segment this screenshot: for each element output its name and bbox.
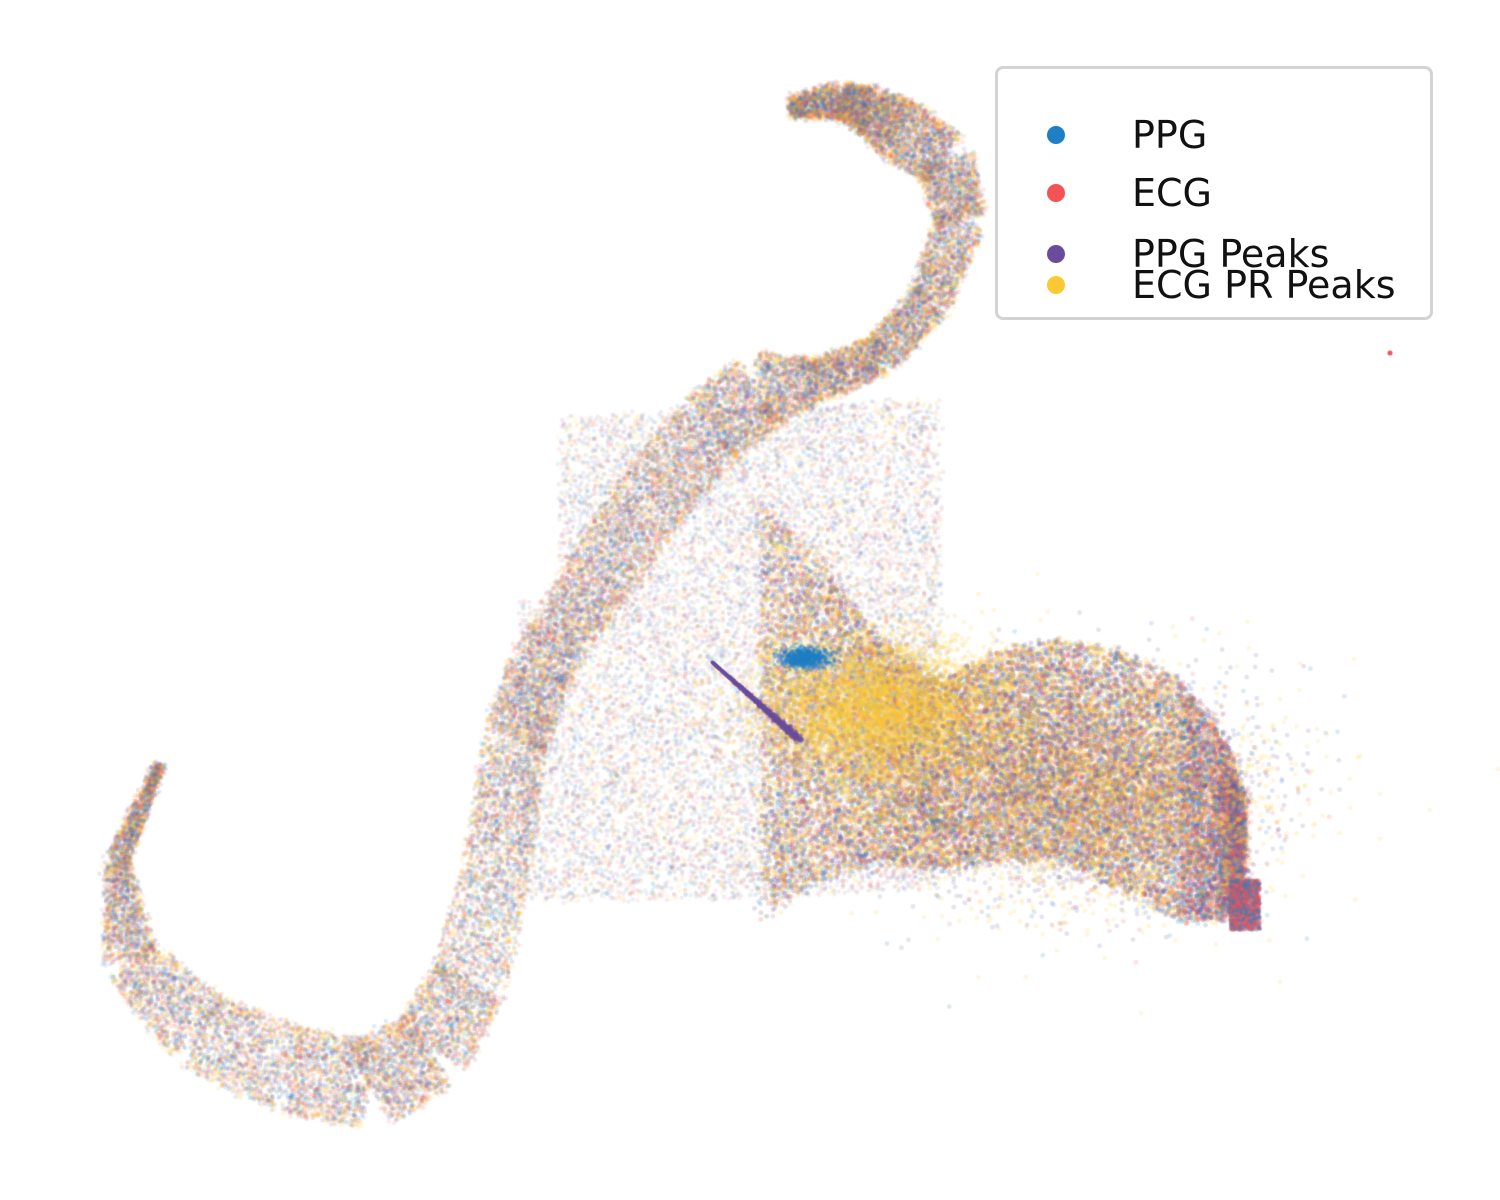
legend-label-ecg-pr-peaks: ECG PR Peaks xyxy=(1132,263,1396,307)
legend-item-ecg-pr-peaks: ECG PR Peaks xyxy=(998,255,1430,315)
legend-label-ppg: PPG xyxy=(1132,113,1208,157)
legend-marker-ecg xyxy=(1047,184,1065,202)
legend-label-ppg-peaks: PPG Peaks xyxy=(1132,232,1330,276)
legend-item-ppg-peaks: PPG Peaks xyxy=(998,224,1430,284)
legend-item-ppg: PPG xyxy=(998,105,1430,165)
legend-marker-ppg xyxy=(1047,126,1065,144)
legend-marker-ppg-peaks xyxy=(1047,245,1065,263)
legend: PPG ECG PPG Peaks ECG PR Peaks xyxy=(995,66,1433,320)
legend-item-ecg: ECG xyxy=(998,163,1430,223)
legend-marker-ecg-pr-peaks xyxy=(1047,276,1065,294)
legend-label-ecg: ECG xyxy=(1132,171,1212,215)
